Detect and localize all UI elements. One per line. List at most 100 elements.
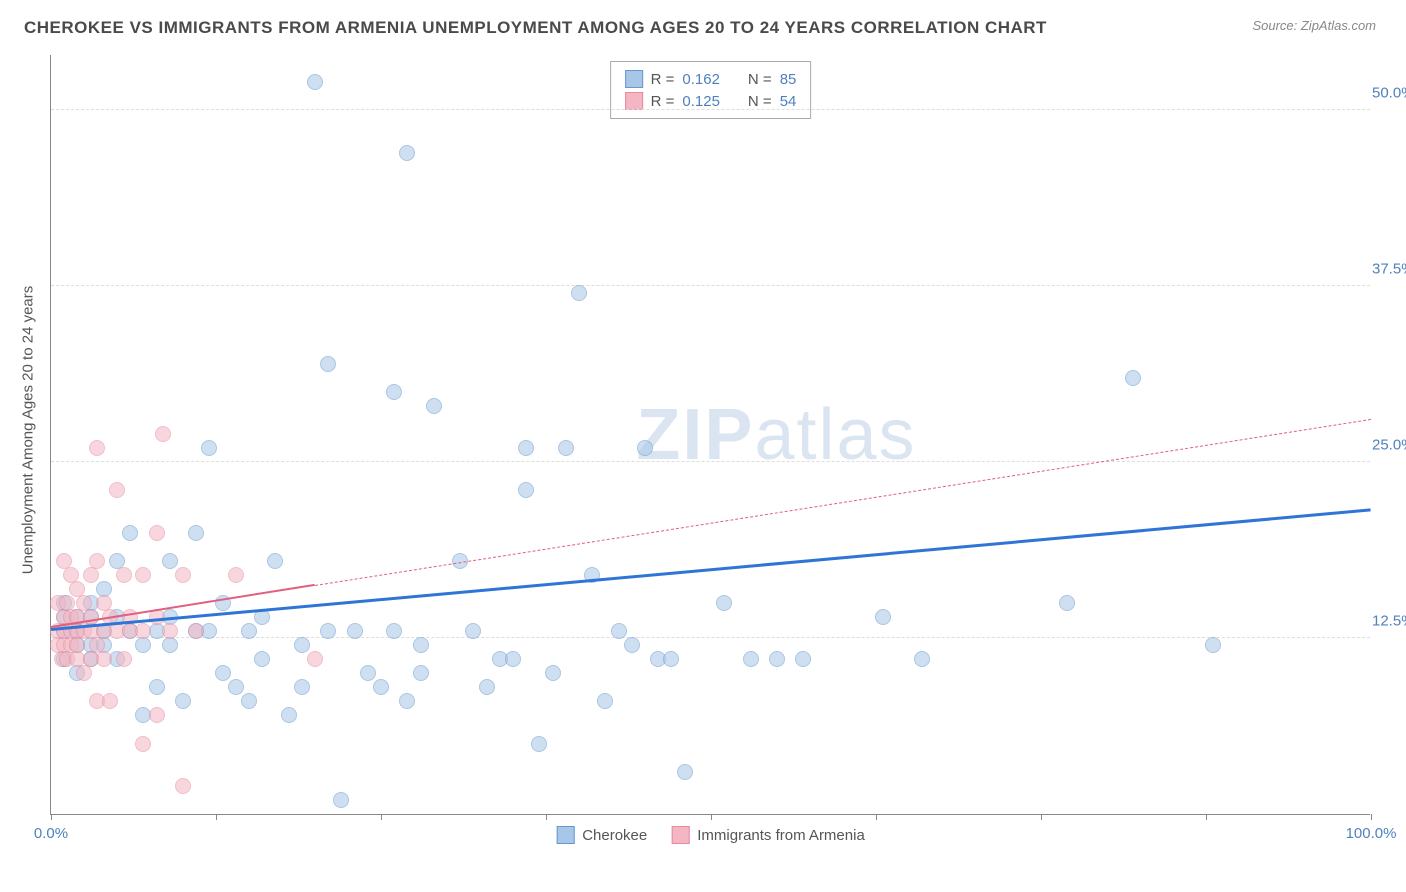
watermark: ZIPatlas xyxy=(636,394,916,476)
data-point xyxy=(558,440,574,456)
legend-swatch xyxy=(556,826,574,844)
data-point xyxy=(102,693,118,709)
data-point xyxy=(149,707,165,723)
data-point xyxy=(228,679,244,695)
data-point xyxy=(83,567,99,583)
legend-item: Cherokee xyxy=(556,826,647,844)
data-point xyxy=(201,440,217,456)
data-point xyxy=(914,651,930,667)
data-point xyxy=(188,623,204,639)
y-tick-label: 37.5% xyxy=(1372,261,1406,278)
data-point xyxy=(795,651,811,667)
data-point xyxy=(663,651,679,667)
x-tick xyxy=(381,814,382,820)
data-point xyxy=(769,651,785,667)
data-point xyxy=(188,525,204,541)
x-tick xyxy=(216,814,217,820)
data-point xyxy=(69,637,85,653)
source-label: Source: ZipAtlas.com xyxy=(1252,18,1376,33)
data-point xyxy=(135,623,151,639)
data-point xyxy=(479,679,495,695)
gridline xyxy=(51,461,1370,462)
data-point xyxy=(386,384,402,400)
r-value: 0.162 xyxy=(682,71,720,88)
data-point xyxy=(386,623,402,639)
legend-item: Immigrants from Armenia xyxy=(671,826,865,844)
data-point xyxy=(320,623,336,639)
data-point xyxy=(1205,637,1221,653)
data-point xyxy=(875,609,891,625)
x-tick xyxy=(51,814,52,820)
n-value: 85 xyxy=(780,71,797,88)
data-point xyxy=(716,595,732,611)
data-point xyxy=(505,651,521,667)
x-tick-label: 0.0% xyxy=(34,825,68,842)
data-point xyxy=(89,553,105,569)
x-tick xyxy=(1206,814,1207,820)
data-point xyxy=(571,285,587,301)
scatter-chart: ZIPatlas R =0.162N =85R =0.125N =54 Cher… xyxy=(50,55,1370,815)
data-point xyxy=(96,651,112,667)
data-point xyxy=(294,679,310,695)
data-point xyxy=(281,707,297,723)
legend-label: Immigrants from Armenia xyxy=(697,827,865,844)
x-tick xyxy=(711,814,712,820)
data-point xyxy=(89,440,105,456)
data-point xyxy=(399,145,415,161)
correlation-legend: R =0.162N =85R =0.125N =54 xyxy=(610,61,812,119)
data-point xyxy=(465,623,481,639)
r-label: R = xyxy=(651,93,675,110)
trend-line xyxy=(51,508,1371,631)
data-point xyxy=(1125,370,1141,386)
data-point xyxy=(320,356,336,372)
x-tick xyxy=(546,814,547,820)
data-point xyxy=(175,693,191,709)
data-point xyxy=(624,637,640,653)
data-point xyxy=(116,651,132,667)
r-label: R = xyxy=(651,71,675,88)
data-point xyxy=(162,637,178,653)
data-point xyxy=(347,623,363,639)
data-point xyxy=(597,693,613,709)
x-tick xyxy=(876,814,877,820)
data-point xyxy=(413,665,429,681)
data-point xyxy=(1059,595,1075,611)
data-point xyxy=(413,637,429,653)
data-point xyxy=(333,792,349,808)
data-point xyxy=(743,651,759,667)
data-point xyxy=(241,693,257,709)
y-tick-label: 25.0% xyxy=(1372,437,1406,454)
data-point xyxy=(76,665,92,681)
data-point xyxy=(426,398,442,414)
legend-row: R =0.162N =85 xyxy=(625,68,797,90)
gridline xyxy=(51,285,1370,286)
data-point xyxy=(175,778,191,794)
x-tick-label: 100.0% xyxy=(1346,825,1397,842)
data-point xyxy=(373,679,389,695)
legend-swatch xyxy=(625,92,643,110)
data-point xyxy=(307,651,323,667)
data-point xyxy=(135,637,151,653)
x-tick xyxy=(1371,814,1372,820)
r-value: 0.125 xyxy=(682,93,720,110)
series-legend: Cherokee Immigrants from Armenia xyxy=(556,826,865,844)
data-point xyxy=(254,651,270,667)
data-point xyxy=(228,567,244,583)
data-point xyxy=(241,623,257,639)
data-point xyxy=(116,567,132,583)
data-point xyxy=(294,637,310,653)
data-point xyxy=(531,736,547,752)
data-point xyxy=(399,693,415,709)
gridline xyxy=(51,109,1370,110)
trend-line xyxy=(315,419,1371,586)
y-axis-label: Unemployment Among Ages 20 to 24 years xyxy=(20,286,37,575)
data-point xyxy=(122,525,138,541)
data-point xyxy=(637,440,653,456)
y-tick-label: 12.5% xyxy=(1372,613,1406,630)
data-point xyxy=(175,567,191,583)
legend-label: Cherokee xyxy=(582,827,647,844)
data-point xyxy=(149,679,165,695)
data-point xyxy=(545,665,561,681)
data-point xyxy=(135,736,151,752)
y-tick-label: 50.0% xyxy=(1372,85,1406,102)
